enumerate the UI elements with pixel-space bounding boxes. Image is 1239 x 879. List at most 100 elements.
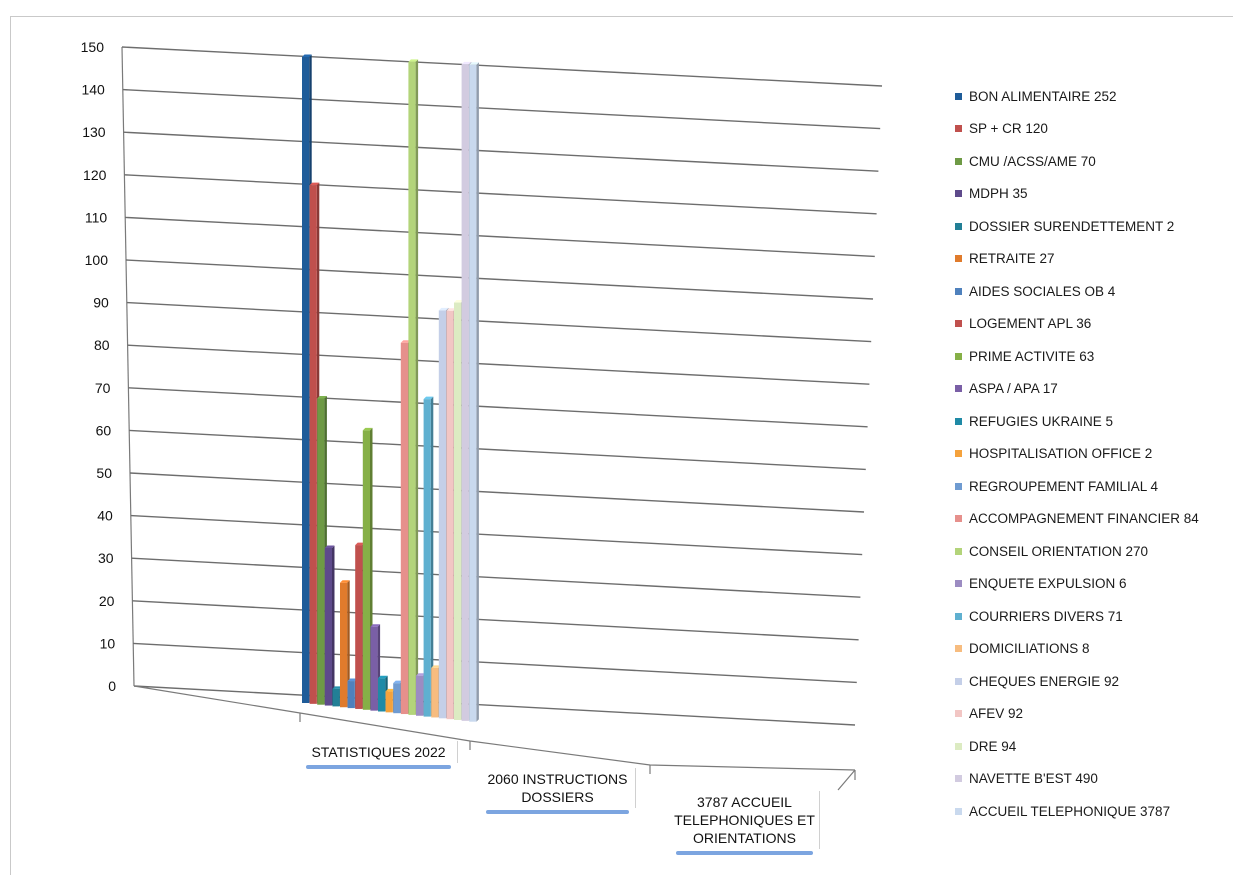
category-label-2: 3787 ACCUEIL TELEPHONIQUES ET ORIENTATIO… (670, 791, 820, 855)
floor-edge-right (837, 769, 856, 791)
legend-label: SP + CR 120 (969, 121, 1048, 137)
legend-swatch (955, 515, 962, 523)
legend-item: ACCOMPAGNEMENT FINANCIER 84 (955, 503, 1235, 536)
legend-item: AFEV 92 (955, 698, 1235, 731)
legend-item: DOSSIER SURENDETTEMENT 2 (955, 210, 1235, 243)
y-tick-label: 70 (95, 380, 111, 396)
legend-item: AIDES SOCIALES OB 4 (955, 275, 1235, 308)
legend-label: DOSSIER SURENDETTEMENT 2 (969, 218, 1175, 234)
legend-item: ASPA / APA 17 (955, 373, 1235, 406)
legend-swatch (955, 385, 962, 393)
y-tick-label: 20 (99, 593, 115, 609)
gridline-100 (125, 259, 874, 300)
legend-label: LOGEMENT APL 36 (969, 316, 1092, 332)
legend-swatch (955, 157, 962, 165)
floor-edge (133, 685, 856, 771)
y-tick-label: 0 (108, 678, 116, 694)
legend-swatch (955, 547, 962, 555)
legend-label: CHEQUES ENERGIE 92 (969, 673, 1120, 689)
legend-label: ACCUEIL TELEPHONIQUE 3787 (969, 803, 1171, 819)
legend-label: ASPA / APA 17 (969, 381, 1058, 397)
y-tick-label: 150 (81, 39, 105, 55)
legend-label: BON ALIMENTAIRE 252 (969, 88, 1117, 104)
legend-label: CONSEIL ORIENTATION 270 (969, 543, 1149, 559)
legend-swatch (955, 677, 962, 685)
gridline-20 (132, 600, 859, 641)
y-tick-label: 90 (93, 295, 109, 311)
legend-item: CHEQUES ENERGIE 92 (955, 665, 1235, 698)
legend-swatch (955, 255, 962, 263)
legend-item: DOMICILIATIONS 8 (955, 633, 1235, 666)
legend-label: REGROUPEMENT FAMILIAL 4 (969, 478, 1159, 494)
legend-swatch (955, 612, 962, 620)
y-tick-label: 130 (82, 124, 106, 140)
legend-item: ENQUETE EXPULSION 6 (955, 568, 1235, 601)
gridline-110 (125, 216, 875, 258)
y-tick-label: 140 (81, 82, 105, 98)
legend-swatch (955, 710, 962, 718)
legend-swatch (955, 482, 962, 490)
legend-item: SP + CR 120 (955, 113, 1235, 146)
gridline-140 (122, 88, 881, 130)
legend-swatch (955, 417, 962, 425)
legend-item: CMU /ACSS/AME 70 (955, 145, 1235, 178)
legend-swatch (955, 580, 962, 588)
legend-swatch (955, 807, 962, 815)
bar-5 (340, 580, 350, 708)
legend-item: MDPH 35 (955, 178, 1235, 211)
bar-16 (423, 396, 434, 717)
y-tick-label: 80 (94, 337, 110, 353)
y-tick-label: 50 (96, 465, 112, 481)
legend-swatch (955, 645, 962, 653)
gridline-80 (127, 344, 870, 385)
legend-item: DRE 94 (955, 730, 1235, 763)
legend-swatch (955, 320, 962, 328)
legend-item: LOGEMENT APL 36 (955, 308, 1235, 341)
legend-item: CONSEIL ORIENTATION 270 (955, 535, 1235, 568)
gridline-30 (131, 557, 861, 598)
y-tick-label: 10 (100, 635, 116, 651)
legend-item: REFUGIES UKRAINE 5 (955, 405, 1235, 438)
legend-swatch (955, 450, 962, 458)
legend-item: HOSPITALISATION OFFICE 2 (955, 438, 1235, 471)
gridline-70 (128, 387, 868, 428)
y-tick-label: 30 (98, 550, 114, 566)
legend-swatch (955, 352, 962, 360)
legend-label: COURRIERS DIVERS 71 (969, 608, 1123, 624)
legend-label: DRE 94 (969, 738, 1017, 754)
y-axis-line (121, 46, 135, 687)
category-label-0: STATISTIQUES 2022 (300, 741, 458, 769)
legend-item: REGROUPEMENT FAMILIAL 4 (955, 470, 1235, 503)
legend-label: MDPH 35 (969, 186, 1028, 202)
legend-label: ENQUETE EXPULSION 6 (969, 576, 1127, 592)
legend-swatch (955, 287, 962, 295)
legend-label: PRIME ACTIVITE 63 (969, 348, 1095, 364)
legend-label: RETRAITE 27 (969, 251, 1055, 267)
gridline-50 (129, 472, 865, 513)
y-tick-label: 120 (83, 167, 107, 183)
legend-label: ACCOMPAGNEMENT FINANCIER 84 (969, 511, 1199, 527)
bar-22 (469, 62, 479, 722)
legend-item: NAVETTE B'EST 490 (955, 763, 1235, 796)
gridline-10 (133, 642, 857, 684)
legend-label: REFUGIES UKRAINE 5 (969, 413, 1114, 429)
legend-swatch (955, 222, 962, 230)
category-label-1: 2060 INSTRUCTIONS DOSSIERS (480, 768, 636, 814)
bar-14 (408, 59, 419, 715)
legend-label: AIDES SOCIALES OB 4 (969, 283, 1116, 299)
legend-swatch (955, 125, 962, 133)
legend-swatch (955, 775, 962, 783)
legend-swatch (955, 190, 962, 198)
legend-label: NAVETTE B'EST 490 (969, 771, 1098, 787)
gridline-0 (133, 685, 856, 726)
legend-item: BON ALIMENTAIRE 252 (955, 80, 1235, 113)
bar-3 (324, 545, 335, 706)
gridline-130 (123, 131, 879, 172)
legend-swatch (955, 742, 962, 750)
y-tick-label: 40 (97, 508, 113, 524)
legend-swatch (955, 92, 962, 100)
gridline-60 (129, 429, 866, 471)
y-tick-label: 100 (85, 252, 109, 268)
y-tick-label: 110 (85, 209, 108, 225)
